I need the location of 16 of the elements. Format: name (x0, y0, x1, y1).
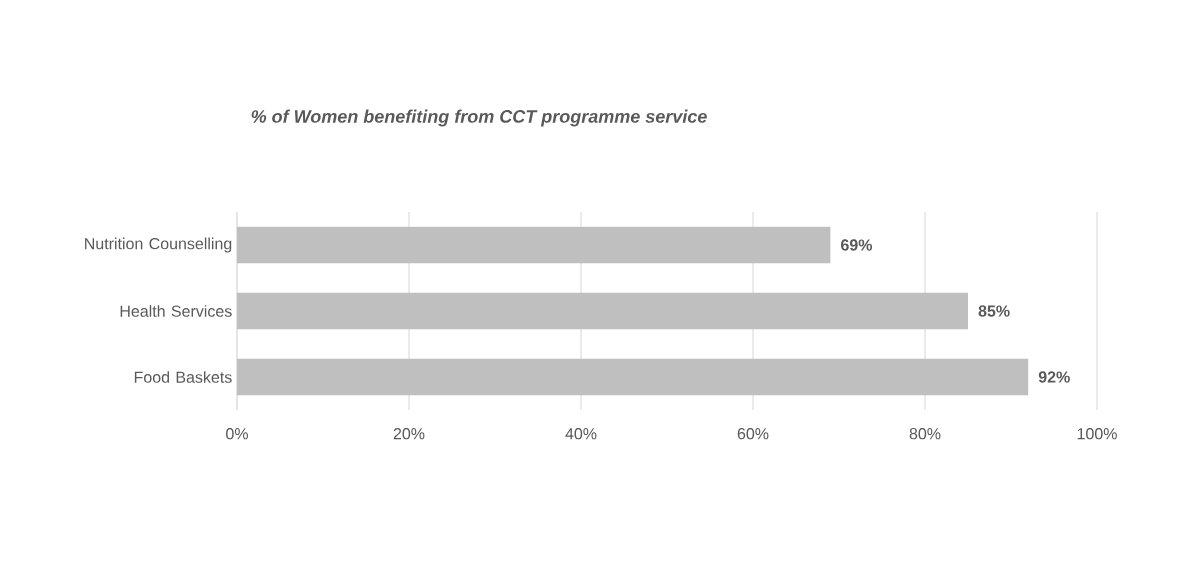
data-label: 69% (841, 239, 873, 251)
bar (237, 292, 968, 330)
bar (237, 358, 1029, 396)
x-tick-label: 0% (226, 428, 248, 440)
x-tick-label: 80% (909, 428, 941, 440)
data-label: 92% (1038, 371, 1070, 383)
y-tick-label: Nutrition Counselling (85, 237, 232, 253)
bar (237, 226, 831, 264)
x-tick-label: 60% (737, 428, 769, 440)
y-tick-label: Food Baskets (134, 371, 232, 383)
y-tick-label: Health Services (120, 305, 232, 317)
data-label: 85% (978, 305, 1010, 317)
x-tick-label: 20% (393, 428, 425, 440)
x-tick-label: 100% (1077, 428, 1117, 440)
x-tick-label: 40% (565, 428, 597, 440)
chart-title: % of Women benefiting from CCT programme service (251, 109, 707, 127)
